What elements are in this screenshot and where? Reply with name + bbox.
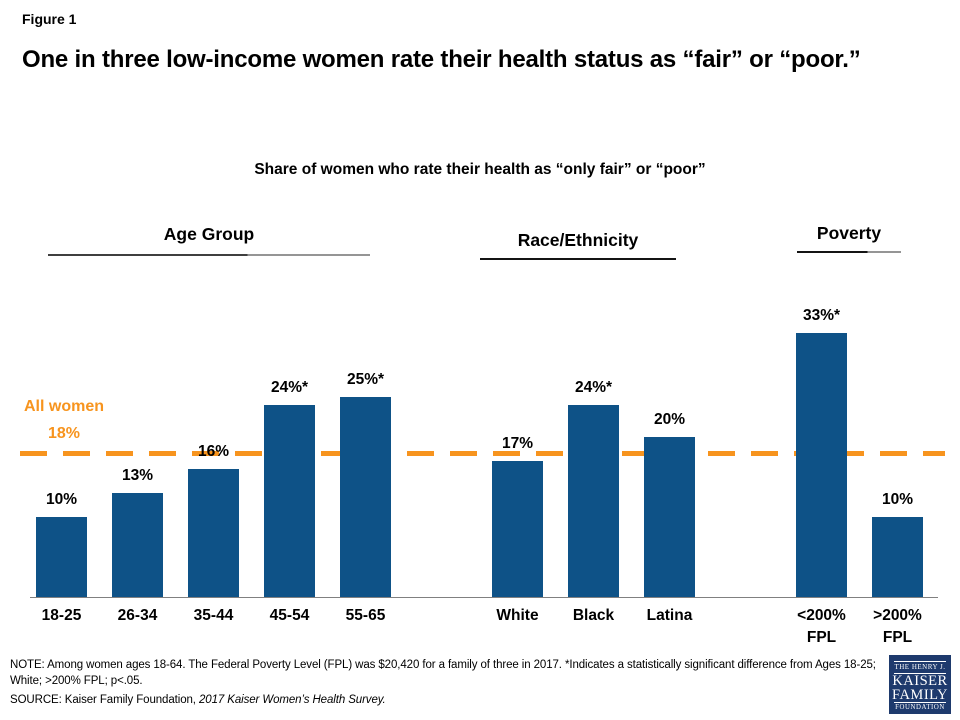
bar-value-label: 16% — [197, 443, 230, 460]
category-label: 35-44 — [193, 607, 234, 624]
logo-line-henry: THE HENRY J. — [894, 663, 946, 671]
source-prefix: SOURCE: Kaiser Family Foundation, — [10, 694, 199, 706]
logo-line-foundation: FOUNDATION — [895, 704, 945, 711]
logo-rule — [894, 702, 946, 703]
logo-line-family: FAMILY — [891, 687, 949, 703]
category-label: Black — [572, 607, 615, 624]
bar — [188, 469, 239, 597]
group-header-poverty: Poverty — [816, 223, 882, 243]
bar-value-label: 13% — [121, 467, 154, 484]
category-label: 18-25 — [41, 607, 82, 624]
category-label: 55-65 — [345, 607, 386, 624]
bar-value-label: 17% — [501, 435, 534, 452]
category-label: >200% FPL — [873, 607, 922, 646]
bar-chart: All women 18% 10% 18-25 13% 26-34 16% 35-44 24… — [0, 280, 960, 646]
note-text: NOTE: Among women ages 18-64. The Federa… — [10, 659, 876, 687]
group-underline-poverty — [797, 251, 901, 253]
kaiser-family-foundation-logo: THE HENRY J. KAISER FAMILY FOUNDATION — [889, 655, 951, 714]
bar — [36, 517, 87, 597]
bar — [644, 437, 695, 597]
bar — [264, 405, 315, 597]
bar — [872, 517, 923, 597]
bar-value-label: 24%* — [270, 379, 309, 396]
bar-value-label: 25%* — [346, 371, 385, 388]
group-underline-age — [48, 254, 370, 256]
logo-rule — [894, 673, 946, 674]
reference-line-value: 18% — [47, 425, 81, 442]
bar — [568, 405, 619, 597]
footnote-block: NOTE: Among women ages 18-64. The Federa… — [10, 657, 888, 708]
category-label: Latina — [646, 607, 693, 624]
bar-value-label: 10% — [881, 491, 914, 508]
chart-subtitle: Share of women who rate their health as … — [254, 161, 706, 178]
logo-rule — [894, 661, 946, 662]
bar — [492, 461, 543, 597]
bar — [796, 333, 847, 597]
category-label: 45-54 — [269, 607, 310, 624]
category-label: <200% FPL — [797, 607, 846, 646]
source-title: 2017 Kaiser Women’s Health Survey. — [198, 694, 386, 706]
bar — [112, 493, 163, 597]
page-title: One in three low-income women rate their… — [22, 46, 861, 73]
category-label: White — [496, 607, 539, 624]
source-text: SOURCE: Kaiser Family Foundation, 2017 K… — [10, 692, 888, 708]
bar-value-label: 20% — [653, 411, 686, 428]
bar — [340, 397, 391, 597]
reference-line-label-text: All women — [23, 398, 104, 415]
group-header-race: Race/Ethnicity — [517, 230, 639, 250]
bar-value-label: 10% — [45, 491, 78, 508]
x-axis-line — [30, 597, 938, 598]
figure-label: Figure 1 — [22, 11, 77, 27]
category-label: 26-34 — [117, 607, 158, 624]
bar-value-label: 24%* — [574, 379, 613, 396]
group-underline-race — [480, 258, 676, 260]
group-header-age: Age Group — [163, 224, 255, 244]
bar-value-label: 33%* — [802, 307, 841, 324]
all-women-reference-line — [20, 451, 945, 456]
logo-line-kaiser: KAISER — [892, 673, 948, 689]
reference-line-label: All women 18% — [8, 393, 120, 447]
